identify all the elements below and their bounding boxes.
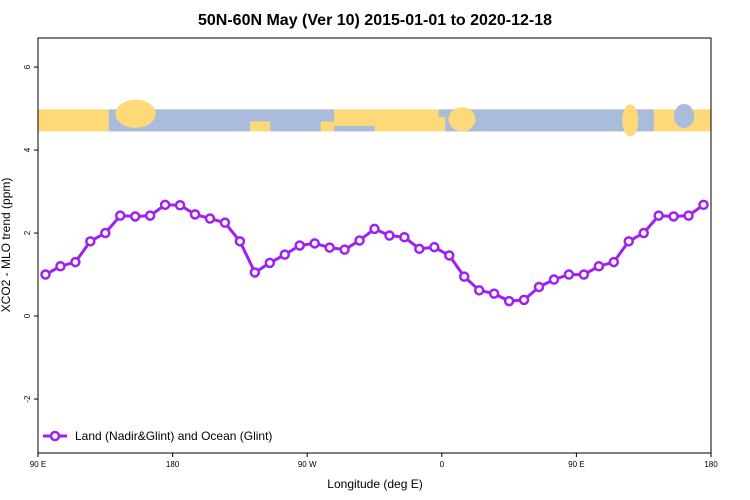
data-point xyxy=(264,257,276,269)
map-ocean xyxy=(249,109,335,122)
data-point xyxy=(503,295,515,307)
data-point xyxy=(488,288,500,299)
x-tick-label: 90 E xyxy=(568,460,584,469)
data-point xyxy=(249,267,261,278)
map-island xyxy=(622,104,639,137)
data-point xyxy=(458,271,470,282)
data-point xyxy=(234,236,246,247)
data-point xyxy=(324,242,335,253)
data-point xyxy=(578,269,590,280)
map-ocean xyxy=(334,125,375,132)
data-point xyxy=(309,238,320,249)
data-point xyxy=(40,269,51,280)
map-ocean xyxy=(270,121,321,132)
data-point xyxy=(444,250,455,261)
x-axis-label: Longitude (deg E) xyxy=(327,477,422,491)
data-point xyxy=(518,294,530,306)
map-island xyxy=(115,99,156,128)
legend-marker xyxy=(49,430,61,442)
x-tick-label: 0 xyxy=(440,460,445,469)
data-point xyxy=(473,285,485,296)
y-tick-label: 0 xyxy=(23,313,32,318)
y-tick-label: 2 xyxy=(23,230,32,235)
data-point xyxy=(339,244,350,255)
map-island xyxy=(673,103,695,129)
x-tick-label: 90 W xyxy=(298,460,317,469)
data-point xyxy=(159,199,171,211)
data-point xyxy=(189,209,201,220)
plot-frame xyxy=(37,37,712,454)
data-point xyxy=(70,256,81,268)
y-tick-label: 6 xyxy=(23,64,32,69)
legend-label: Land (Nadir&Glint) and Ocean (Glint) xyxy=(75,429,272,443)
chart-title: 50N-60N May (Ver 10) 2015-01-01 to 2020-… xyxy=(198,12,552,29)
data-point xyxy=(174,199,186,211)
data-point xyxy=(85,236,96,247)
map-island xyxy=(448,107,476,132)
data-point xyxy=(608,256,620,268)
y-tick-label: -2 xyxy=(23,395,32,403)
map-strip xyxy=(38,99,711,137)
data-point xyxy=(698,199,709,211)
data-point xyxy=(668,211,679,222)
series-line xyxy=(44,203,705,303)
data-point xyxy=(429,241,440,253)
data-point xyxy=(279,249,291,260)
data-point xyxy=(414,243,425,255)
data-point xyxy=(219,217,231,228)
data-point xyxy=(548,274,560,285)
y-tick-label: 4 xyxy=(23,147,32,152)
data-point xyxy=(354,235,365,246)
data-point xyxy=(399,231,410,243)
data-point xyxy=(369,223,380,235)
map-ocean xyxy=(438,109,446,118)
y-axis-label: XCO2 - MLO trend (ppm) xyxy=(0,178,13,313)
x-tick-label: 180 xyxy=(166,460,180,469)
x-axis-ticks: 90 E 180 90 W 0 90 E 180 xyxy=(30,453,718,469)
map-ocean xyxy=(445,109,654,132)
x-tick-label: 90 E xyxy=(30,460,46,469)
x-tick-label: 180 xyxy=(704,460,718,469)
data-point xyxy=(204,213,216,224)
series-layer xyxy=(40,199,709,307)
data-point xyxy=(563,269,575,280)
data-point xyxy=(115,210,126,221)
data-point xyxy=(144,210,156,221)
data-point xyxy=(638,227,649,239)
data-point xyxy=(683,210,694,221)
data-point xyxy=(533,281,545,293)
data-point xyxy=(55,261,66,272)
data-point xyxy=(294,240,305,251)
data-point xyxy=(593,261,605,272)
data-point xyxy=(384,230,395,241)
y-axis-ticks: -2 0 2 4 6 xyxy=(23,64,38,403)
legend: Land (Nadir&Glint) and Ocean (Glint) xyxy=(43,429,272,443)
data-point xyxy=(623,236,634,247)
data-point xyxy=(129,211,141,222)
data-point xyxy=(653,210,664,221)
data-point xyxy=(100,227,111,239)
